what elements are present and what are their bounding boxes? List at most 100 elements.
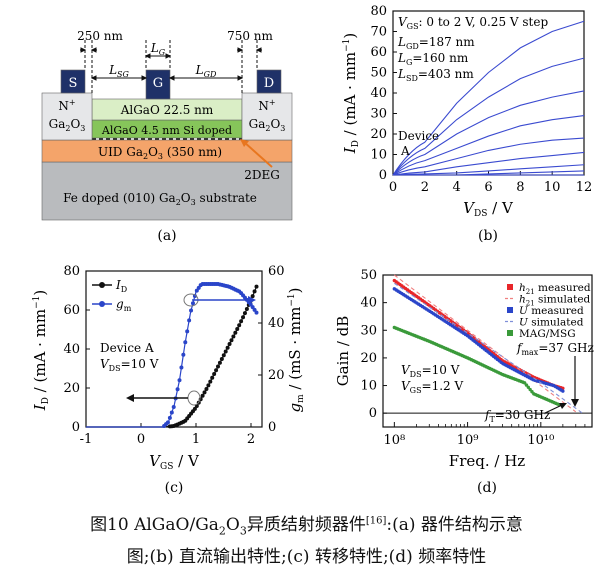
panel-c-y2tick-label: 40 xyxy=(268,316,285,331)
panel-c-legend: ID gm xyxy=(92,278,132,313)
panel-c-ytick-label: 80 xyxy=(63,264,80,279)
panel-c-point xyxy=(229,338,234,343)
figure: S G D 250 nm 750 nm LG LSG LGD N+ Ga xyxy=(31,4,594,496)
panel-c-point xyxy=(167,415,172,420)
panel-c-point xyxy=(225,345,230,350)
panel-c-point xyxy=(250,294,255,299)
panel-d-label: (d) xyxy=(477,480,497,496)
panel-c-point xyxy=(231,334,236,339)
panel-d-legend-label: U measured xyxy=(519,305,584,317)
panel-c-point xyxy=(169,410,174,415)
panel-c-point xyxy=(214,368,219,373)
label-lg: LG xyxy=(150,41,166,57)
nplus-left-label: N+ xyxy=(58,98,75,113)
panel-b-series-line xyxy=(392,20,585,176)
panel-d-fmax: fmax=37 GHz xyxy=(516,341,594,357)
contact-source xyxy=(60,69,86,94)
gm-arrowhead xyxy=(248,296,256,304)
caption-line-1: 图10 AlGaO/Ga2O3异质结射频器件[16]:(a) 器件结构示意 xyxy=(90,515,523,538)
panel-c-point xyxy=(202,390,207,395)
panel-c-xtick-label: 1 xyxy=(192,432,200,447)
panel-c-point xyxy=(223,349,228,354)
panel-c-point xyxy=(233,330,238,335)
panel-c-point xyxy=(175,387,180,392)
panel-d-frame xyxy=(382,274,593,428)
arrow-2deg-head xyxy=(240,139,249,147)
arrow-2deg xyxy=(243,141,273,168)
dim-250nm: 250 nm xyxy=(77,29,123,43)
panel-d-xlabel: Freq. / Hz xyxy=(449,452,525,470)
panel-d-ft: fT=30 GHz xyxy=(484,408,550,424)
panel-c-point xyxy=(185,329,190,334)
contact-g-label: G xyxy=(153,76,163,91)
panel-c-point xyxy=(254,284,259,289)
panel-b-xtick-label: 10 xyxy=(544,180,561,195)
panel-c-point xyxy=(254,310,259,315)
panel-c-point xyxy=(204,386,209,391)
panel-c-point xyxy=(187,318,192,323)
panel-b-ytick-label: 0 xyxy=(379,168,387,183)
panel-c-point xyxy=(192,406,197,411)
panel-b-ylabel: ID / (mA · mm−1) xyxy=(341,33,361,155)
panel-c-point xyxy=(217,360,222,365)
panel-b-xtick-label: 0 xyxy=(389,180,397,195)
id-circle xyxy=(187,390,201,406)
nplus-left-ga2o3: Ga2O3 xyxy=(49,117,86,133)
panel-b-series-line xyxy=(392,115,585,176)
panel-c-point xyxy=(189,308,194,313)
label-2deg: 2DEG xyxy=(244,168,280,182)
panel-c-point xyxy=(200,393,205,398)
panel-d-legend-swatch xyxy=(507,284,513,290)
svg-text:ID: ID xyxy=(115,278,127,294)
panel-b-series-line xyxy=(393,170,585,176)
panel-b-legend-1: VGS: 0 to 2 V, 0.25 V step xyxy=(398,15,548,31)
dimension-guides xyxy=(84,40,258,93)
panel-d-ylabel: Gain / dB xyxy=(334,316,352,387)
panel-c-point xyxy=(252,289,257,294)
nplus-right-ga2o3: Ga2O3 xyxy=(249,117,286,133)
panel-d-sim-line xyxy=(394,274,577,413)
panel-c-label: (c) xyxy=(165,480,184,496)
panel-c-y2label: gm / (mS · mm−1) xyxy=(286,288,306,413)
panel-d-ytick-label: 30 xyxy=(360,323,377,338)
panel-b-series-line xyxy=(392,151,585,176)
dim-750nm: 750 nm xyxy=(227,29,273,43)
panel-d-sim-line xyxy=(394,282,583,414)
layer-substrate xyxy=(41,161,293,221)
panel-b-ytick-label: 50 xyxy=(370,66,387,81)
panel-d-ytick-label: 0 xyxy=(369,406,377,421)
panel-c-point xyxy=(221,353,226,358)
panel-d-vds: VDS=10 V xyxy=(401,363,460,379)
panel-d-ytick-label: 40 xyxy=(360,296,377,311)
panel-c-series-line xyxy=(86,283,257,428)
panel-c-device: Device A xyxy=(100,341,154,355)
id-arrowhead xyxy=(126,394,134,402)
panel-c-point xyxy=(183,340,188,345)
ft-arrow xyxy=(544,404,563,414)
panel-b-series-line xyxy=(392,137,585,176)
panel-c-xtick-label: 0 xyxy=(137,432,145,447)
panel-c-point xyxy=(179,365,184,370)
panel-d-xtick-label: 10⁹ xyxy=(457,433,479,448)
panel-c-point xyxy=(242,311,247,316)
panel-d-vgs: VGS=1.2 V xyxy=(401,379,464,395)
nplus-right-label: N+ xyxy=(258,98,275,113)
layer-substrate-label: Fe doped (010) Ga2O3 substrate xyxy=(63,191,257,207)
panel-b-ytick-label: 20 xyxy=(370,127,387,142)
panel-c-point xyxy=(237,323,242,328)
panel-c-ytick-label: 20 xyxy=(63,381,80,396)
panel-c-ytick-label: 0 xyxy=(72,420,80,435)
panel-b-chart: 0 2 4 6 8 10 12 0 10 20 30 40 50 60 70 80 ID / (mA · mm… xyxy=(341,4,592,244)
panel-d-ytick-label: 50 xyxy=(360,268,377,283)
panel-c-xtick-label: 2 xyxy=(247,432,255,447)
panel-c-point xyxy=(244,307,249,312)
panel-c-ytick-label: 60 xyxy=(63,303,80,318)
panel-d-ytick-label: 20 xyxy=(360,351,377,366)
panel-c-point xyxy=(212,372,217,377)
panel-d-ytick-label: 10 xyxy=(360,379,377,394)
panel-d-legend-label: h21 simulated xyxy=(519,294,591,308)
contact-s-label: S xyxy=(69,76,78,91)
panel-c-point xyxy=(210,375,215,380)
panel-d-legend-label: U simulated xyxy=(519,317,584,329)
